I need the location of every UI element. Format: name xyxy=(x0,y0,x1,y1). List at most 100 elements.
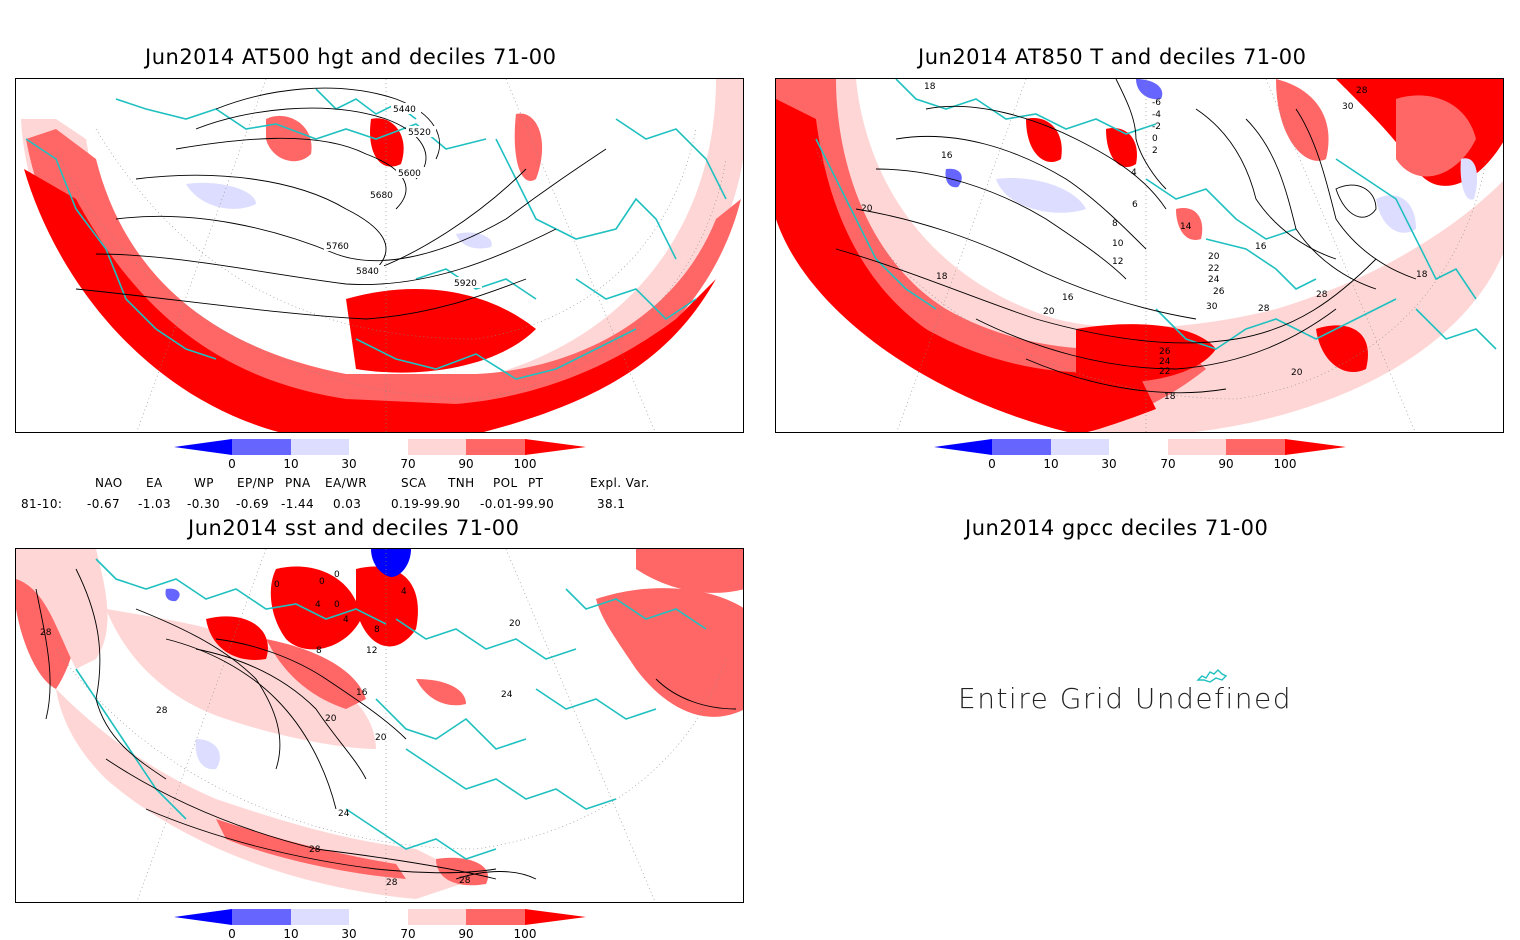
index-value: -0.67 xyxy=(87,497,120,511)
cbar-tick: 30 xyxy=(341,457,356,471)
contour-label: 16 xyxy=(941,151,953,161)
cbar-tick: 30 xyxy=(341,927,356,940)
map-panel-at500: 5440 5520 5600 5680 5760 5840 5920 xyxy=(15,78,744,433)
index-header: TNH xyxy=(447,476,475,490)
index-header: NAO xyxy=(95,476,123,490)
contour-label: 5440 xyxy=(393,105,416,115)
contour-label: 24 xyxy=(501,690,513,700)
colorbar-p3: 0 10 30 70 90 100 xyxy=(174,909,586,940)
cbar-tick: 0 xyxy=(988,457,996,471)
cbar-tick: 10 xyxy=(1043,457,1058,471)
contour-label: 4 xyxy=(1131,168,1137,178)
contour-label: 18 xyxy=(936,272,948,282)
cbar-segment xyxy=(174,909,232,925)
contour-label: 5760 xyxy=(326,242,349,252)
cbar-segment xyxy=(466,439,525,455)
cbar-segment xyxy=(349,909,408,925)
contour-label: 12 xyxy=(1112,257,1123,267)
map-panel-at850: 18 16 20 18 -6 -4 -2 0 2 4 6 8 10 12 14 … xyxy=(775,78,1504,433)
index-header: EA xyxy=(146,476,163,490)
cbar-segment xyxy=(291,909,349,925)
contour-label: 24 xyxy=(338,809,350,819)
cbar-segment xyxy=(174,439,232,455)
contour-label: 14 xyxy=(1180,222,1192,232)
contour-label: 16 xyxy=(1062,293,1074,303)
contour-label: 4 xyxy=(343,615,349,625)
contour-label: 20 xyxy=(375,733,387,743)
contour-label: 18 xyxy=(1416,270,1428,280)
cbar-tick: 90 xyxy=(458,457,473,471)
index-value: 0.19-99.90 xyxy=(391,497,460,511)
stray-coast-fragment xyxy=(1196,669,1228,683)
cbar-tick: 0 xyxy=(228,457,236,471)
contour-label: 28 xyxy=(40,628,52,638)
index-value: -1.03 xyxy=(138,497,171,511)
contour-label: 28 xyxy=(309,845,321,855)
contour-label: 16 xyxy=(356,688,368,698)
teleconnection-indices: NAO EA WP EP/NP PNA EA/WR SCA TNH POL PT… xyxy=(21,476,650,511)
panel-title-p4: Jun2014 gpcc deciles 71-00 xyxy=(965,516,1269,540)
contour-label: 0 xyxy=(319,577,325,587)
cbar-segment xyxy=(1051,439,1109,455)
contour-label: 28 xyxy=(1316,290,1328,300)
cbar-tick: 70 xyxy=(1160,457,1175,471)
decile-above-100-band xyxy=(776,99,1156,432)
contour-label: 28 xyxy=(156,706,168,716)
cbar-segment xyxy=(349,439,408,455)
contour-label: 0 xyxy=(334,600,340,610)
index-value: -0.01-99.90 xyxy=(480,497,554,511)
index-header: WP xyxy=(194,476,214,490)
contour-label: 5520 xyxy=(408,128,431,138)
index-header: POL xyxy=(493,476,518,490)
index-row-label: 81-10: xyxy=(21,497,62,511)
cbar-segment xyxy=(291,439,349,455)
panel-title-p3: Jun2014 sst and deciles 71-00 xyxy=(188,516,520,540)
cbar-segment xyxy=(232,909,291,925)
coastlines xyxy=(75,558,707,860)
contour-label: 12 xyxy=(366,646,377,656)
contour-label: 28 xyxy=(1356,86,1368,96)
contour-label: 20 xyxy=(1043,307,1055,317)
contour-label: 4 xyxy=(401,587,407,597)
cbar-tick: 90 xyxy=(1218,457,1233,471)
map-at500-svg: 5440 5520 5600 5680 5760 5840 5920 xyxy=(19,79,743,432)
cbar-tick: 100 xyxy=(514,927,537,940)
contour-label: 0 xyxy=(274,580,280,590)
cbar-segment xyxy=(408,439,466,455)
map-sst-svg: 0 0 0 0 4 4 8 12 4 8 16 20 20 24 28 28 2… xyxy=(16,549,743,902)
cbar-segment xyxy=(525,439,586,455)
contour-label: 5600 xyxy=(398,169,421,179)
contours-hgt xyxy=(75,87,607,320)
contour-label: 20 xyxy=(861,204,873,214)
contour-label: -6 xyxy=(1152,98,1161,108)
contour-label: 28 xyxy=(459,876,471,886)
contour-label: 18 xyxy=(1164,392,1176,402)
cbar-tick: 0 xyxy=(228,927,236,940)
index-header: EP/NP xyxy=(237,476,274,490)
cbar-tick: 70 xyxy=(400,457,415,471)
cbar-tick: 30 xyxy=(1101,457,1116,471)
contours-t xyxy=(835,79,1417,394)
cbar-segment xyxy=(408,909,466,925)
contour-label: 16 xyxy=(1255,242,1267,252)
contour-label: 22 xyxy=(1159,367,1170,377)
contour-label: 20 xyxy=(325,714,337,724)
index-header: EA/WR xyxy=(325,476,367,490)
index-value: -0.30 xyxy=(187,497,220,511)
contour-labels-p2: 18 16 20 18 -6 -4 -2 0 2 4 6 8 10 12 14 … xyxy=(861,82,1428,402)
cbar-segment xyxy=(1285,439,1346,455)
index-header: Expl. Var. xyxy=(590,476,650,490)
contour-label: 2 xyxy=(1152,146,1158,156)
cbar-segment xyxy=(1168,439,1226,455)
cbar-tick: 70 xyxy=(400,927,415,940)
cbar-tick: 10 xyxy=(283,457,298,471)
contour-label: 18 xyxy=(924,82,936,92)
contour-label: 8 xyxy=(374,625,380,635)
cbar-segment xyxy=(992,439,1051,455)
index-header: SCA xyxy=(401,476,427,490)
contour-label: 26 xyxy=(1213,287,1225,297)
contour-label: 20 xyxy=(1291,368,1303,378)
contour-label: -4 xyxy=(1152,110,1161,120)
contour-label: 30 xyxy=(1342,102,1354,112)
panel-title-p2: Jun2014 AT850 T and deciles 71-00 xyxy=(918,45,1307,69)
